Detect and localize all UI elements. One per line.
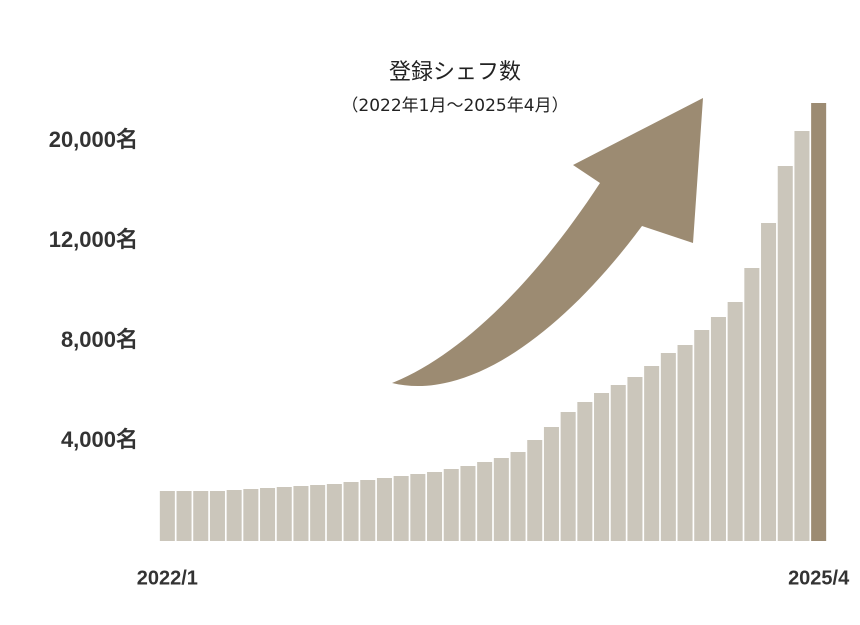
- x-tick-label: 2022/1: [137, 567, 198, 589]
- bar: [243, 489, 259, 541]
- bar: [326, 484, 342, 541]
- bar: [761, 223, 777, 541]
- bar: [811, 103, 827, 541]
- bar: [477, 462, 493, 541]
- x-tick-label: 2025/4: [788, 567, 850, 589]
- bar: [727, 302, 743, 541]
- bar: [159, 491, 175, 541]
- bar: [209, 491, 225, 541]
- bar: [543, 427, 559, 541]
- bar: [427, 472, 443, 541]
- bar: [610, 385, 626, 541]
- y-tick-label: 12,000名: [49, 227, 138, 252]
- bar: [176, 491, 192, 541]
- bar: [193, 491, 209, 541]
- y-tick-label: 8,000名: [61, 327, 138, 352]
- bar: [560, 412, 576, 541]
- bar: [794, 131, 810, 541]
- bar: [260, 488, 276, 541]
- chart-title: 登録シェフ数: [389, 60, 521, 85]
- bar: [644, 366, 660, 541]
- y-tick-label: 20,000名: [49, 127, 138, 152]
- bar: [310, 485, 326, 541]
- bar: [677, 345, 693, 541]
- bar: [660, 353, 676, 541]
- bar: [360, 480, 376, 541]
- bar: [777, 166, 793, 541]
- bar: [393, 476, 409, 541]
- bar: [226, 490, 242, 541]
- growth-arrow: [392, 98, 703, 387]
- bar: [744, 268, 760, 541]
- chart-subtitle: （2022年1月〜2025年4月）: [341, 96, 568, 116]
- bar: [376, 478, 392, 541]
- bar: [443, 469, 459, 541]
- bar: [694, 330, 710, 541]
- bar: [460, 466, 476, 541]
- bar: [510, 452, 526, 541]
- bar: [293, 486, 309, 541]
- bar: [493, 458, 509, 541]
- bar: [627, 377, 643, 541]
- bar: [343, 482, 359, 541]
- bar: [276, 487, 292, 541]
- y-tick-label: 4,000名: [61, 427, 138, 452]
- bar: [577, 402, 593, 541]
- bar: [710, 317, 726, 541]
- bar: [410, 474, 426, 541]
- bar: [527, 440, 543, 541]
- bar: [594, 393, 610, 541]
